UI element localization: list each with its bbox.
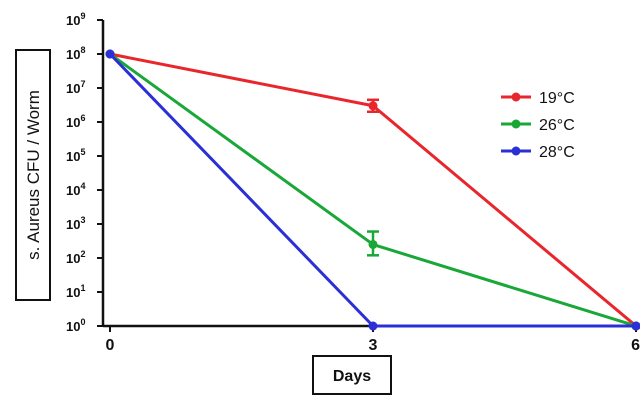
data-point [368, 321, 378, 331]
axes [101, 20, 638, 328]
y-tick-exponent: 1 [80, 283, 85, 293]
y-tick-label: 105 [66, 147, 85, 164]
y-tick-base: 10 [66, 81, 80, 96]
y-axis-title: s. Aureus CFU / Worm [24, 90, 43, 260]
y-tick-base: 10 [66, 319, 80, 334]
y-tick-label: 109 [66, 11, 85, 28]
y-tick-base: 10 [66, 115, 80, 130]
legend-label: 26°C [539, 117, 575, 134]
data-point [368, 101, 378, 111]
y-tick-label: 102 [66, 249, 85, 266]
y-axis-title-box: s. Aureus CFU / Worm [15, 49, 51, 301]
y-tick-exponent: 2 [80, 249, 85, 259]
y-tick-exponent: 4 [80, 181, 85, 191]
y-tick-label: 107 [66, 79, 85, 96]
legend-item: 26°C [501, 117, 575, 134]
legend-swatch-marker [511, 92, 521, 102]
legend-swatch-marker [511, 119, 521, 129]
y-tick-base: 10 [66, 47, 80, 62]
y-tick-label: 100 [66, 317, 85, 334]
y-tick-label: 101 [66, 283, 85, 300]
x-axis-title: Days [333, 368, 371, 385]
y-tick-base: 10 [66, 149, 80, 164]
legend-label: 28°C [539, 144, 575, 161]
legend-label: 19°C [539, 90, 575, 107]
y-tick-exponent: 6 [80, 113, 85, 123]
y-tick-exponent: 3 [80, 215, 85, 225]
y-tick-base: 10 [66, 13, 80, 28]
x-axis-title-box: Days [312, 355, 392, 395]
y-tick-base: 10 [66, 285, 80, 300]
x-axis-title-frame [312, 355, 392, 395]
y-axis-title-frame [15, 49, 51, 301]
legend-item: 19°C [501, 90, 575, 107]
y-tick-exponent: 8 [80, 45, 85, 55]
x-tick-label: 0 [106, 337, 115, 354]
y-tick-label: 103 [66, 215, 85, 232]
y-tick-label: 104 [66, 181, 85, 198]
data-point [368, 239, 378, 249]
y-tick-label: 108 [66, 45, 85, 62]
y-tick-exponent: 0 [80, 317, 85, 327]
series-layer [105, 49, 640, 331]
legend-item: 28°C [501, 144, 575, 161]
x-tick-label: 3 [369, 337, 378, 354]
y-tick-exponent: 5 [80, 147, 85, 157]
series-3 [105, 49, 640, 331]
y-tick-base: 10 [66, 183, 80, 198]
y-tick-base: 10 [66, 217, 80, 232]
y-tick-label: 106 [66, 113, 85, 130]
y-tick-exponent: 7 [80, 79, 85, 89]
legend-swatch-marker [511, 146, 521, 156]
y-tick-exponent: 9 [80, 11, 85, 21]
data-point [105, 49, 115, 59]
legend: 19°C 26°C 28°C [501, 90, 575, 161]
y-tick-base: 10 [66, 251, 80, 266]
data-point [631, 321, 640, 331]
x-tick-label: 6 [631, 337, 640, 354]
